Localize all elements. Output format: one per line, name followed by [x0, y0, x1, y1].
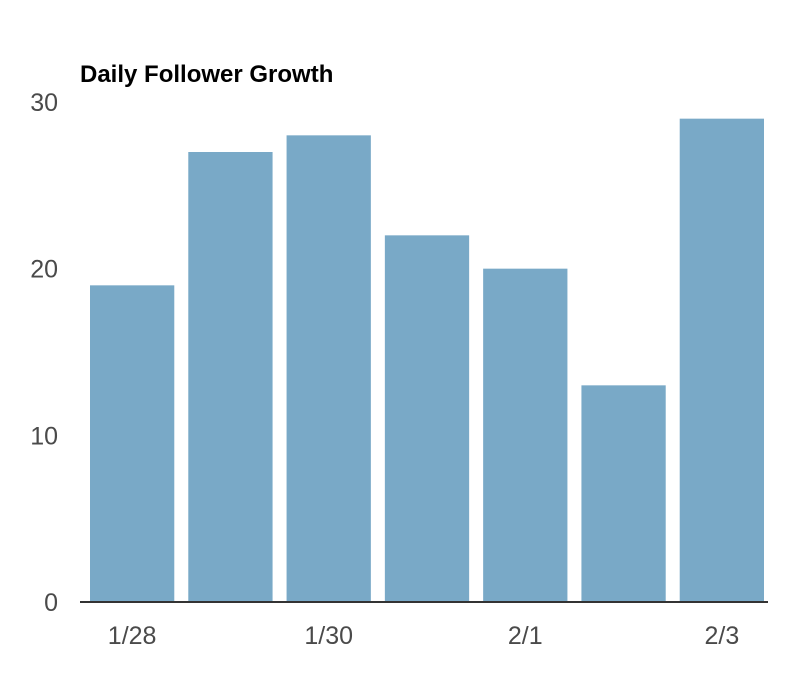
chart-title: Daily Follower Growth: [80, 61, 333, 88]
y-tick-label: 0: [44, 589, 58, 617]
x-tick-label: 2/1: [508, 622, 543, 650]
x-tick-label: 2/3: [704, 622, 739, 650]
bars: [90, 118, 764, 603]
bar-2-1: [483, 268, 568, 602]
bar-2-2: [581, 385, 666, 602]
x-axis-ticks: 1/28 1/30 2/1 2/3: [108, 622, 739, 650]
y-tick-label: 10: [30, 422, 58, 450]
x-tick-label: 1/30: [304, 622, 353, 650]
bar-1-29: [188, 152, 273, 602]
bar-1-30: [286, 135, 371, 603]
bar-1-31: [384, 235, 470, 603]
y-tick-label: 30: [30, 89, 58, 117]
x-tick-label: 1/28: [108, 622, 157, 650]
y-axis-ticks: 0 10 20 30: [30, 89, 58, 617]
bar-1-28: [90, 285, 175, 602]
bar-2-3: [679, 118, 764, 603]
y-tick-label: 20: [30, 256, 58, 284]
